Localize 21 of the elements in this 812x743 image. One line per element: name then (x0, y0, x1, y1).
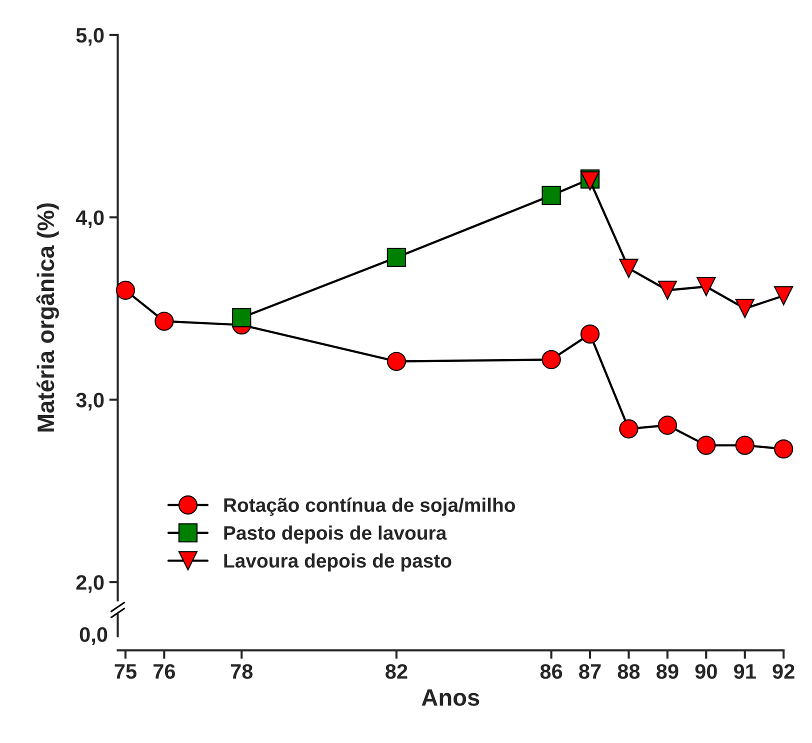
y-tick-label: 5,0 (76, 28, 104, 46)
x-tick-label: 86 (540, 664, 562, 679)
legend-label: Rotação contínua de soja/milho (224, 498, 516, 516)
y-axis-title: Matéria orgânica (%) (36, 203, 59, 432)
x-tick-label: 89 (656, 664, 678, 679)
y-tick-label: 3,0 (76, 392, 104, 410)
x-axis-title: Anos (422, 689, 480, 706)
x-tick-label: 90 (695, 664, 717, 679)
x-tick-label: 75 (114, 664, 136, 679)
legend-label: Lavoura depois de pasto (224, 553, 452, 572)
text: 0,0 (80, 627, 108, 645)
x-tick-label: 91 (734, 664, 756, 679)
x-tick-label: 87 (579, 664, 601, 679)
legend-label: Pasto depois de lavoura (224, 526, 447, 544)
x-tick-label: 78 (230, 664, 253, 679)
y-tick-label: 2,0 (76, 575, 104, 593)
y-tick-label: 4,0 (76, 210, 104, 228)
x-tick-label: 92 (772, 664, 794, 679)
x-tick-label: 88 (618, 664, 640, 679)
x-tick-label: 82 (386, 664, 408, 679)
x-tick-label: 76 (154, 664, 176, 679)
